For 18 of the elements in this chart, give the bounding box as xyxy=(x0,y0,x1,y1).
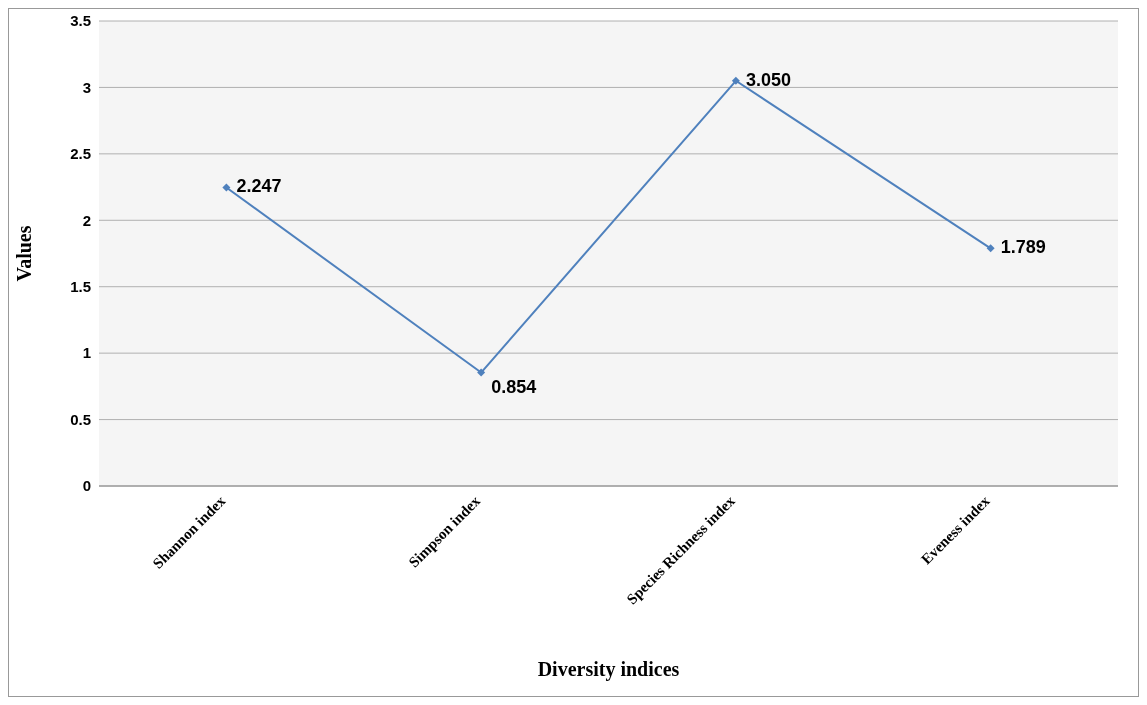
point xyxy=(222,183,231,192)
y-tick-label: 0 xyxy=(82,477,91,495)
y-tick-label: 0.5 xyxy=(70,410,91,428)
y-tick-label: 2 xyxy=(82,211,91,229)
data-label: 2.247 xyxy=(236,176,282,197)
point xyxy=(731,76,740,85)
y-tick-label: 1 xyxy=(82,344,91,362)
y-tick-label: 2.5 xyxy=(70,145,91,163)
x-axis-title: Diversity indices xyxy=(537,658,680,681)
y-axis-title: Values xyxy=(13,225,36,282)
y-tick-label: 3.5 xyxy=(70,12,91,30)
point xyxy=(986,244,995,253)
y-tick-label: 1.5 xyxy=(70,278,91,296)
data-label: 1.789 xyxy=(1000,237,1046,258)
y-tick-label: 3 xyxy=(82,78,91,96)
data-label: 0.854 xyxy=(491,376,537,397)
point xyxy=(477,368,486,377)
data-label: 3.050 xyxy=(745,69,791,90)
